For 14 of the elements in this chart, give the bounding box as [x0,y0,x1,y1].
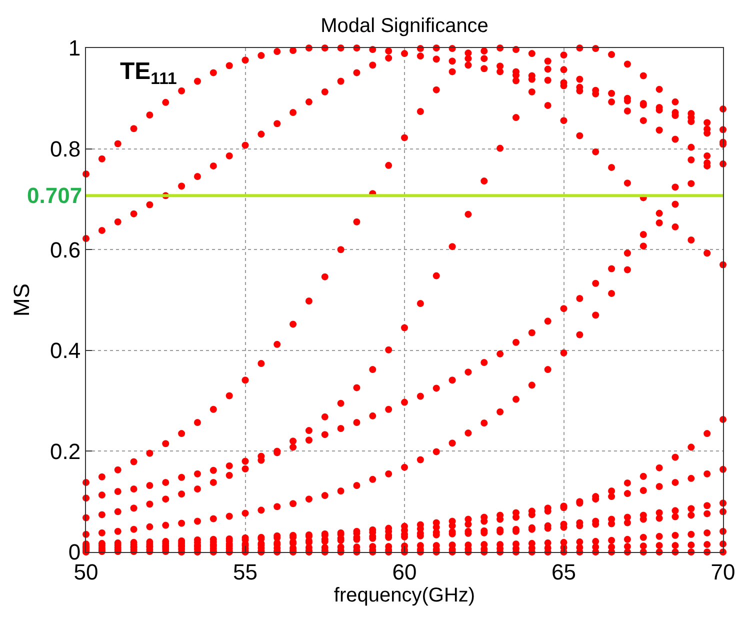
x-tick-label: 60 [392,559,417,584]
x-axis-title: frequency(GHz) [334,584,476,606]
y-tick-label: 0.4 [50,338,81,364]
y-tick-label: 0.6 [50,237,81,262]
x-tick-label: 55 [233,559,258,584]
chart-title: Modal Significance [320,15,488,37]
y-axis-title: MS [8,284,34,316]
y-tick-label: 1 [68,36,81,61]
x-tick-label: 65 [552,559,576,584]
y-tick-label: 0.8 [50,136,81,162]
x-tick-label: 70 [710,559,736,584]
y-tick-label: 0.2 [50,438,81,464]
ref-line-label: 0.707 [27,183,82,208]
annotation: TE$_{111}$ [120,58,177,88]
